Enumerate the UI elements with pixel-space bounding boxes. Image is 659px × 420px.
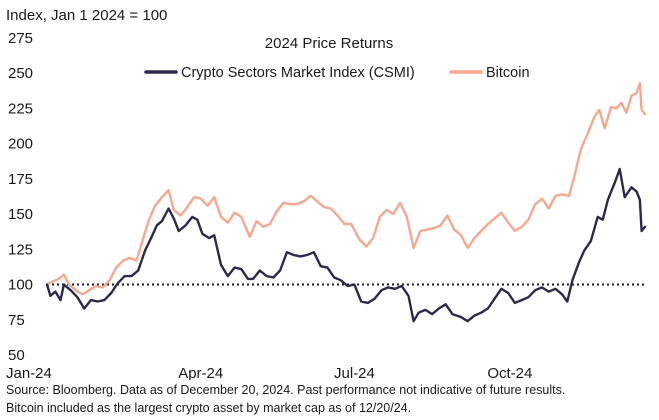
line-chart: Index, Jan 1 2024 = 100 2024 Price Retur… <box>6 7 647 382</box>
y-axis-title: Index, Jan 1 2024 = 100 <box>6 7 167 24</box>
x-tick-label: Oct-24 <box>487 365 532 380</box>
y-axis: 50 75 100 125 150 175 200 225 250 275 <box>8 30 33 364</box>
legend-label-bitcoin: Bitcoin <box>486 65 530 81</box>
y-tick-label: 175 <box>8 171 33 188</box>
x-tick-label: Apr-24 <box>178 365 223 380</box>
chart-title: 2024 Price Returns <box>265 35 393 52</box>
y-tick-label: 150 <box>8 206 33 223</box>
y-tick-label: 50 <box>8 347 25 364</box>
legend-label-csmi: Crypto Sectors Market Index (CSMI) <box>181 65 415 81</box>
x-tick-label: Jul-24 <box>334 365 375 380</box>
series-layer <box>45 81 647 323</box>
y-tick-label: 100 <box>8 277 33 294</box>
y-tick-label: 125 <box>8 241 33 258</box>
legend: Crypto Sectors Market Index (CSMI) Bitco… <box>144 65 530 81</box>
bitcoin-line <box>45 81 647 296</box>
y-tick-label: 225 <box>8 100 33 117</box>
y-tick-label: 200 <box>8 136 33 153</box>
x-axis: Jan-24 Apr-24 Jul-24 Oct-24 <box>6 365 532 382</box>
y-tick-label: 275 <box>8 30 33 47</box>
market-cap-note: Bitcoin included as the largest crypto a… <box>6 401 412 415</box>
y-tick-label: 250 <box>8 65 33 82</box>
csmi-line <box>45 167 647 323</box>
y-tick-label: 75 <box>8 312 25 329</box>
source-note: Source: Bloomberg. Data as of December 2… <box>6 383 566 397</box>
x-tick-label: Jan-24 <box>6 365 52 380</box>
